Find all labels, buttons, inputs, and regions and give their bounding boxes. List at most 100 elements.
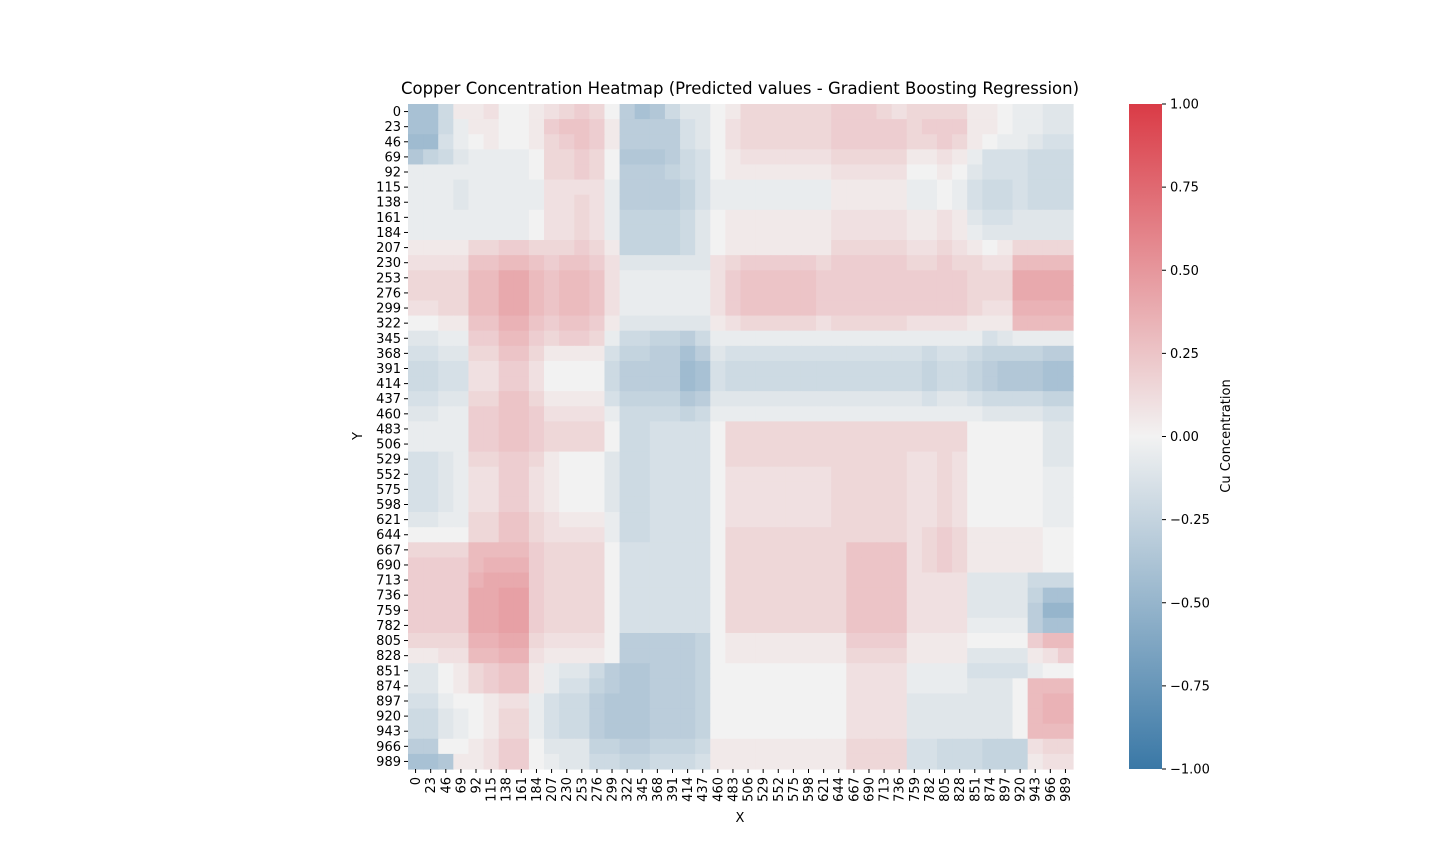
heatmap-cell	[952, 134, 968, 150]
heatmap-cell	[1057, 406, 1074, 422]
heatmap-cell	[770, 194, 787, 211]
y-tick-label: 943	[376, 725, 401, 740]
heatmap-cell	[438, 376, 454, 392]
heatmap-cell	[1057, 134, 1074, 150]
heatmap-cell	[936, 270, 953, 286]
heatmap-cell	[800, 255, 817, 271]
heatmap-cell	[544, 587, 560, 604]
heatmap-cell	[740, 466, 757, 483]
heatmap-cell	[936, 557, 953, 574]
heatmap-cell	[770, 406, 787, 422]
heatmap-cell	[952, 270, 968, 286]
heatmap-cell	[967, 663, 983, 679]
heatmap-cell	[513, 119, 530, 135]
heatmap-cell	[740, 481, 757, 498]
heatmap-cell	[891, 753, 908, 770]
heatmap-cell	[816, 149, 832, 166]
heatmap-cell	[604, 496, 621, 513]
heatmap-cell	[967, 572, 983, 589]
heatmap-cell	[680, 376, 696, 392]
heatmap-cell	[770, 481, 787, 498]
heatmap-cell	[544, 693, 560, 710]
heatmap-cell	[740, 678, 757, 695]
heatmap-cell	[574, 527, 590, 543]
heatmap-cell	[574, 542, 590, 559]
heatmap-cell	[936, 134, 953, 150]
heatmap-cell	[800, 496, 817, 513]
heatmap-cell	[785, 376, 802, 392]
heatmap-cell	[408, 421, 424, 438]
heatmap-cell	[634, 315, 651, 332]
heatmap-cell	[680, 330, 696, 347]
heatmap-cell	[785, 617, 802, 634]
heatmap-cell	[861, 194, 878, 211]
y-axis: 0234669921151381611842072302532762993223…	[376, 105, 408, 770]
heatmap-cell	[423, 376, 439, 392]
heatmap-cell	[876, 617, 893, 634]
heatmap-cell	[755, 542, 772, 559]
heatmap-cell	[634, 512, 651, 528]
heatmap-cell	[982, 527, 999, 543]
heatmap-cell	[982, 104, 999, 120]
heatmap-cell	[604, 466, 621, 483]
heatmap-cell	[453, 617, 470, 634]
heatmap-cell	[483, 738, 500, 755]
heatmap-cell	[725, 542, 742, 559]
heatmap-cell	[876, 345, 893, 362]
y-tick-label: 621	[376, 513, 401, 528]
heatmap-cell	[528, 481, 545, 498]
heatmap-cell	[649, 572, 666, 589]
heatmap-cell	[1012, 512, 1029, 528]
heatmap-cell	[906, 179, 923, 196]
heatmap-cell	[559, 330, 575, 347]
heatmap-cell	[861, 466, 878, 483]
heatmap-cell	[574, 149, 590, 166]
heatmap-cell	[770, 436, 787, 453]
heatmap-cell	[634, 723, 651, 740]
heatmap-cell	[513, 179, 530, 196]
heatmap-cell	[725, 164, 742, 181]
heatmap-cell	[1057, 300, 1074, 317]
heatmap-cell	[740, 648, 757, 664]
heatmap-cell	[800, 360, 817, 377]
heatmap-cell	[921, 451, 938, 468]
heatmap-cell	[695, 300, 711, 317]
heatmap-cell	[619, 602, 636, 619]
heatmap-cell	[408, 149, 424, 166]
heatmap-cell	[604, 663, 621, 679]
chart-title: Copper Concentration Heatmap (Predicted …	[401, 79, 1079, 98]
heatmap-cell	[997, 285, 1014, 302]
heatmap-cell	[846, 179, 863, 196]
heatmap-cell	[710, 119, 726, 135]
heatmap-cell	[891, 587, 908, 604]
heatmap-cell	[453, 285, 470, 302]
heatmap-cell	[664, 753, 681, 770]
heatmap-cell	[574, 255, 590, 271]
heatmap-cell	[574, 345, 590, 362]
x-tick-label: 989	[1059, 777, 1074, 802]
y-tick-label: 483	[376, 422, 401, 437]
heatmap-cell	[664, 149, 681, 166]
heatmap-cell	[604, 134, 621, 150]
heatmap-cell	[408, 209, 424, 226]
y-tick-label: 897	[376, 694, 401, 709]
heatmap-cell	[513, 708, 530, 725]
heatmap-cell	[876, 527, 893, 543]
heatmap-cell	[967, 436, 983, 453]
heatmap-cell	[785, 557, 802, 574]
heatmap-cell	[906, 315, 923, 332]
heatmap-cell	[423, 315, 439, 332]
heatmap-cell	[589, 632, 606, 649]
heatmap-cell	[649, 330, 666, 347]
heatmap-cell	[891, 149, 908, 166]
heatmap-cell	[559, 723, 575, 740]
heatmap-cell	[740, 617, 757, 634]
heatmap-cell	[740, 119, 757, 135]
heatmap-cell	[1057, 330, 1074, 347]
heatmap-cell	[453, 648, 470, 664]
heatmap-cell	[634, 149, 651, 166]
heatmap-cell	[952, 240, 968, 256]
heatmap-cell	[604, 149, 621, 166]
heatmap-cell	[1027, 194, 1044, 211]
heatmap-cell	[891, 179, 908, 196]
